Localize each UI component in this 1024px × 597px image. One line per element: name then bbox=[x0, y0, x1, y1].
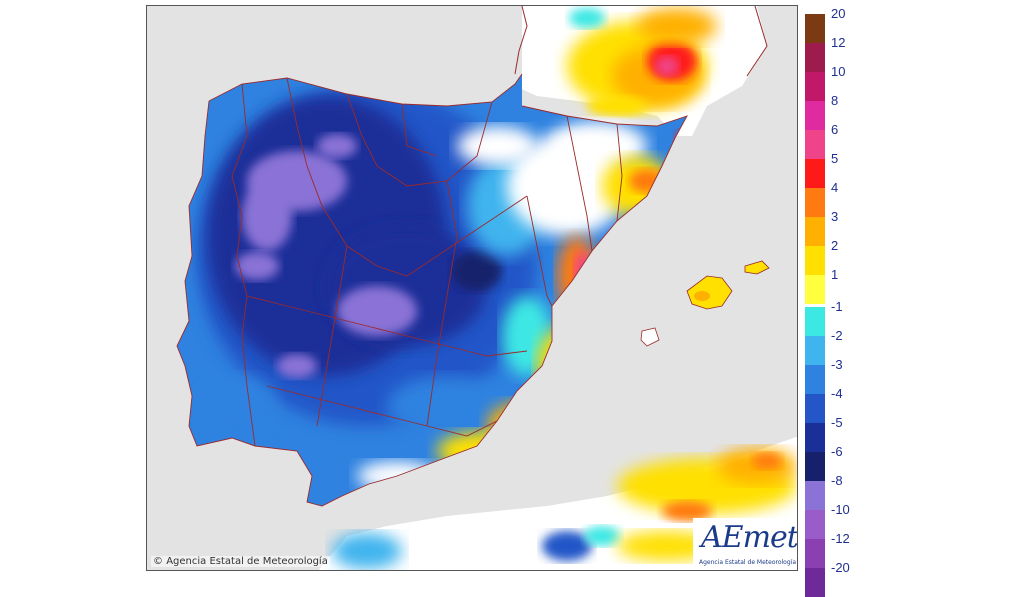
legend-swatch bbox=[805, 481, 825, 510]
legend-label: -12 bbox=[831, 531, 850, 546]
legend-label: 2 bbox=[831, 238, 839, 253]
legend-swatch bbox=[805, 130, 825, 159]
anomaly-map: © Agencia Estatal de Meteorología AEmet … bbox=[146, 5, 798, 571]
legend-swatch bbox=[805, 101, 825, 130]
legend-label: 3 bbox=[831, 209, 839, 224]
legend-label: -4 bbox=[831, 386, 843, 401]
legend-swatch bbox=[805, 217, 825, 246]
legend-swatch bbox=[805, 188, 825, 217]
legend-label: -2 bbox=[831, 328, 843, 343]
legend-label: -3 bbox=[831, 357, 843, 372]
aemet-logo: AEmet Agencia Estatal de Meteorología bbox=[693, 518, 798, 568]
legend-swatch bbox=[805, 307, 825, 336]
legend-label: 20 bbox=[831, 6, 846, 21]
legend-swatch bbox=[805, 539, 825, 568]
logo-wordmark: AEmet bbox=[701, 520, 798, 555]
legend-swatch bbox=[805, 14, 825, 43]
legend-label: -10 bbox=[831, 502, 850, 517]
legend-label: -5 bbox=[831, 415, 843, 430]
legend-swatch bbox=[805, 568, 825, 597]
legend-swatch bbox=[805, 510, 825, 539]
legend-swatch bbox=[805, 159, 825, 188]
legend-swatch bbox=[805, 246, 825, 275]
legend-swatch bbox=[805, 423, 825, 452]
legend-swatch bbox=[805, 452, 825, 481]
legend-swatch bbox=[805, 394, 825, 423]
legend-swatch bbox=[805, 365, 825, 394]
legend-label: 5 bbox=[831, 151, 839, 166]
region-boundaries bbox=[176, 73, 688, 507]
legend-label: 1 bbox=[831, 267, 839, 282]
north-africa-region bbox=[318, 436, 797, 570]
legend-label: -20 bbox=[831, 560, 850, 575]
logo-subtitle: Agencia Estatal de Meteorología bbox=[699, 559, 796, 566]
legend-label: 4 bbox=[831, 180, 839, 195]
copyright-label: Agencia Estatal de Meteorología bbox=[166, 556, 328, 567]
legend-label: 6 bbox=[831, 122, 839, 137]
legend-swatch bbox=[805, 336, 825, 365]
copyright-text: © Agencia Estatal de Meteorología bbox=[151, 556, 330, 567]
legend-swatch bbox=[805, 72, 825, 101]
balearic-islands bbox=[640, 260, 770, 347]
legend-label: 12 bbox=[831, 35, 846, 50]
legend-label: 10 bbox=[831, 64, 846, 79]
legend-swatch bbox=[805, 43, 825, 72]
france-region bbox=[514, 6, 768, 136]
legend-label: -1 bbox=[831, 299, 843, 314]
legend-label: 8 bbox=[831, 93, 839, 108]
copyright-icon: © bbox=[153, 556, 163, 567]
legend-label: -6 bbox=[831, 444, 843, 459]
map-canvas bbox=[147, 6, 797, 570]
legend-label: -8 bbox=[831, 473, 843, 488]
legend-swatch bbox=[805, 275, 825, 304]
